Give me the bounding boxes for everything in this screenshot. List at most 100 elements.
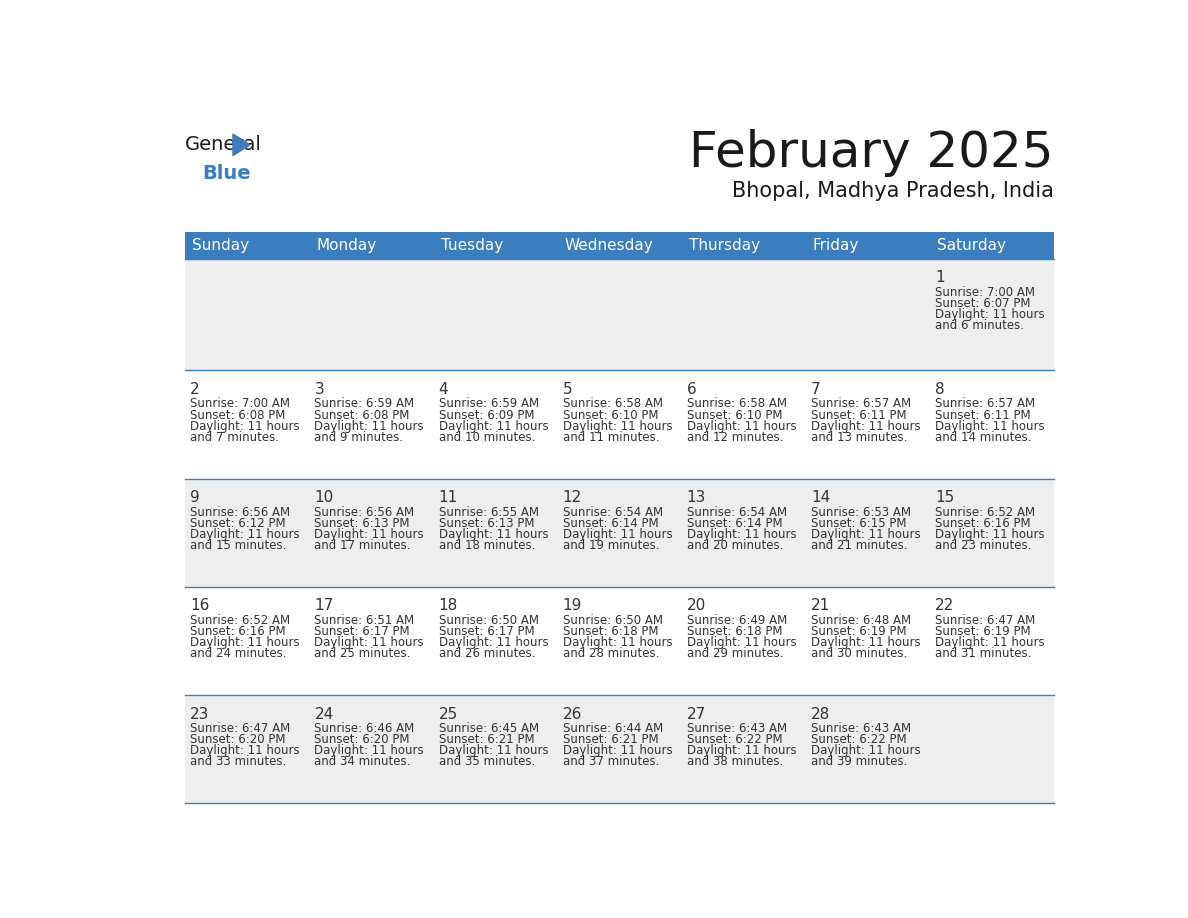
Bar [557, 259, 682, 371]
Text: and 30 minutes.: and 30 minutes. [811, 647, 908, 660]
Text: Sunset: 6:13 PM: Sunset: 6:13 PM [438, 517, 535, 530]
Text: Sunrise: 6:58 AM: Sunrise: 6:58 AM [687, 397, 786, 410]
Text: 23: 23 [190, 707, 210, 722]
Polygon shape [233, 134, 249, 155]
Text: and 31 minutes.: and 31 minutes. [935, 647, 1031, 660]
Bar [185, 232, 309, 259]
Text: 24: 24 [315, 707, 334, 722]
Text: Daylight: 11 hours: Daylight: 11 hours [438, 744, 548, 757]
Text: 5: 5 [563, 382, 573, 397]
Text: Sunset: 6:08 PM: Sunset: 6:08 PM [315, 409, 410, 421]
Text: Blue: Blue [202, 163, 251, 183]
Text: and 23 minutes.: and 23 minutes. [935, 539, 1031, 552]
Text: Sunset: 6:07 PM: Sunset: 6:07 PM [935, 297, 1030, 310]
Text: Sunrise: 6:59 AM: Sunrise: 6:59 AM [315, 397, 415, 410]
Bar [309, 259, 434, 371]
Text: and 26 minutes.: and 26 minutes. [438, 647, 535, 660]
Text: Sunset: 6:17 PM: Sunset: 6:17 PM [315, 625, 410, 638]
Text: and 17 minutes.: and 17 minutes. [315, 539, 411, 552]
Text: and 13 minutes.: and 13 minutes. [811, 431, 908, 444]
Text: Daylight: 11 hours: Daylight: 11 hours [190, 636, 301, 649]
Text: Daylight: 11 hours: Daylight: 11 hours [935, 528, 1044, 541]
Text: Daylight: 11 hours: Daylight: 11 hours [315, 420, 424, 432]
Text: Sunset: 6:08 PM: Sunset: 6:08 PM [190, 409, 286, 421]
Text: 19: 19 [563, 599, 582, 613]
Text: Sunrise: 6:44 AM: Sunrise: 6:44 AM [563, 722, 663, 735]
Text: Daylight: 11 hours: Daylight: 11 hours [190, 528, 301, 541]
Text: Sunrise: 6:56 AM: Sunrise: 6:56 AM [315, 506, 415, 519]
Text: Sunrise: 6:54 AM: Sunrise: 6:54 AM [687, 506, 786, 519]
Text: 6: 6 [687, 382, 696, 397]
Text: 11: 11 [438, 490, 457, 505]
Bar [185, 587, 309, 695]
Text: and 9 minutes.: and 9 minutes. [315, 431, 404, 444]
Text: and 15 minutes.: and 15 minutes. [190, 539, 286, 552]
Text: Tuesday: Tuesday [441, 238, 503, 252]
Bar [682, 371, 805, 478]
Text: Daylight: 11 hours: Daylight: 11 hours [563, 744, 672, 757]
Text: Sunrise: 6:55 AM: Sunrise: 6:55 AM [438, 506, 538, 519]
Text: Sunrise: 6:56 AM: Sunrise: 6:56 AM [190, 506, 291, 519]
Bar [805, 259, 929, 371]
Text: 27: 27 [687, 707, 706, 722]
Bar [929, 587, 1054, 695]
Text: 18: 18 [438, 599, 457, 613]
Text: and 29 minutes.: and 29 minutes. [687, 647, 783, 660]
Text: Sunset: 6:14 PM: Sunset: 6:14 PM [687, 517, 783, 530]
Text: Saturday: Saturday [937, 238, 1006, 252]
Text: and 39 minutes.: and 39 minutes. [811, 756, 908, 768]
Text: 16: 16 [190, 599, 210, 613]
Bar [682, 232, 805, 259]
Bar [185, 695, 309, 803]
Text: Daylight: 11 hours: Daylight: 11 hours [935, 420, 1044, 432]
Text: 20: 20 [687, 599, 706, 613]
Text: Daylight: 11 hours: Daylight: 11 hours [438, 636, 548, 649]
Bar [929, 478, 1054, 587]
Text: 10: 10 [315, 490, 334, 505]
Text: Daylight: 11 hours: Daylight: 11 hours [190, 420, 301, 432]
Bar [434, 695, 557, 803]
Text: Sunrise: 6:54 AM: Sunrise: 6:54 AM [563, 506, 663, 519]
Text: and 14 minutes.: and 14 minutes. [935, 431, 1031, 444]
Text: 14: 14 [811, 490, 830, 505]
Text: 17: 17 [315, 599, 334, 613]
Text: Thursday: Thursday [689, 238, 760, 252]
Bar [557, 478, 682, 587]
Text: Daylight: 11 hours: Daylight: 11 hours [811, 744, 921, 757]
Text: Sunset: 6:20 PM: Sunset: 6:20 PM [315, 733, 410, 746]
Bar [557, 371, 682, 478]
Bar [434, 371, 557, 478]
Text: Daylight: 11 hours: Daylight: 11 hours [811, 528, 921, 541]
Bar [185, 478, 309, 587]
Text: 12: 12 [563, 490, 582, 505]
Text: 15: 15 [935, 490, 954, 505]
Text: Sunrise: 6:52 AM: Sunrise: 6:52 AM [935, 506, 1035, 519]
Text: and 20 minutes.: and 20 minutes. [687, 539, 783, 552]
Text: and 33 minutes.: and 33 minutes. [190, 756, 286, 768]
Bar [309, 478, 434, 587]
Text: Sunset: 6:16 PM: Sunset: 6:16 PM [190, 625, 286, 638]
Text: Daylight: 11 hours: Daylight: 11 hours [687, 420, 796, 432]
Bar [434, 587, 557, 695]
Text: Sunrise: 6:59 AM: Sunrise: 6:59 AM [438, 397, 538, 410]
Text: 9: 9 [190, 490, 200, 505]
Text: 26: 26 [563, 707, 582, 722]
Text: Sunrise: 6:50 AM: Sunrise: 6:50 AM [438, 614, 538, 627]
Text: Daylight: 11 hours: Daylight: 11 hours [438, 420, 548, 432]
Text: and 7 minutes.: and 7 minutes. [190, 431, 279, 444]
Text: 7: 7 [811, 382, 821, 397]
Text: Daylight: 11 hours: Daylight: 11 hours [687, 528, 796, 541]
Bar [309, 232, 434, 259]
Text: Sunset: 6:10 PM: Sunset: 6:10 PM [563, 409, 658, 421]
Text: Daylight: 11 hours: Daylight: 11 hours [811, 636, 921, 649]
Bar [929, 371, 1054, 478]
Text: 4: 4 [438, 382, 448, 397]
Bar [929, 259, 1054, 371]
Text: Sunset: 6:22 PM: Sunset: 6:22 PM [811, 733, 906, 746]
Bar [557, 587, 682, 695]
Text: 28: 28 [811, 707, 830, 722]
Text: 2: 2 [190, 382, 200, 397]
Text: and 35 minutes.: and 35 minutes. [438, 756, 535, 768]
Text: Daylight: 11 hours: Daylight: 11 hours [563, 636, 672, 649]
Text: Friday: Friday [813, 238, 859, 252]
